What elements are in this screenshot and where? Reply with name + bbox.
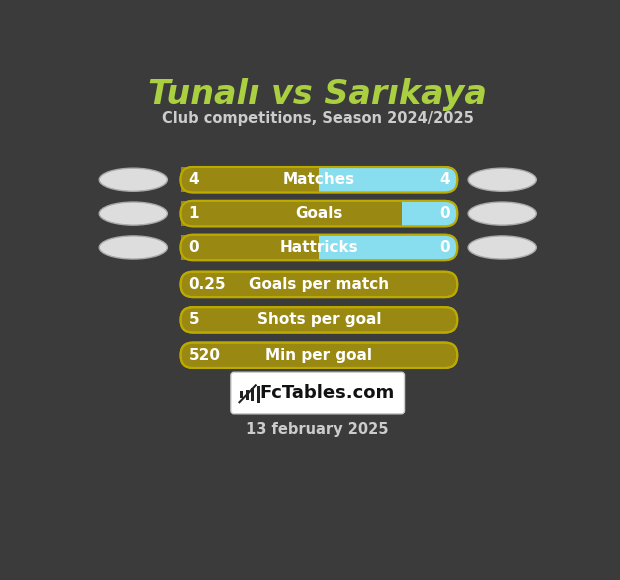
Text: 13 february 2025: 13 february 2025 (247, 422, 389, 437)
Ellipse shape (99, 202, 167, 225)
FancyBboxPatch shape (180, 235, 458, 260)
Text: 0: 0 (439, 206, 450, 221)
Ellipse shape (99, 236, 167, 259)
Text: Goals per match: Goals per match (249, 277, 389, 292)
Text: Min per goal: Min per goal (265, 348, 373, 362)
Bar (241, 392, 243, 398)
Text: 0.25: 0.25 (188, 277, 226, 292)
Text: 0: 0 (439, 240, 450, 255)
Bar (319, 167, 333, 193)
Bar (180, 201, 402, 226)
Bar (257, 386, 260, 403)
Bar (402, 201, 416, 226)
FancyBboxPatch shape (180, 235, 331, 260)
Bar (180, 235, 319, 260)
Ellipse shape (468, 168, 536, 191)
FancyBboxPatch shape (180, 167, 458, 193)
FancyBboxPatch shape (180, 307, 458, 332)
Ellipse shape (468, 202, 536, 225)
Text: 4: 4 (188, 172, 199, 187)
FancyBboxPatch shape (180, 235, 458, 260)
Text: 520: 520 (188, 348, 220, 362)
FancyBboxPatch shape (180, 201, 458, 226)
FancyBboxPatch shape (180, 167, 458, 193)
Text: 5: 5 (188, 313, 199, 327)
Text: 1: 1 (188, 206, 199, 221)
Text: FcTables.com: FcTables.com (259, 384, 395, 402)
Text: Club competitions, Season 2024/2025: Club competitions, Season 2024/2025 (162, 111, 474, 126)
Ellipse shape (468, 236, 536, 259)
Text: Goals: Goals (295, 206, 343, 221)
FancyBboxPatch shape (180, 343, 458, 368)
FancyBboxPatch shape (180, 201, 458, 226)
FancyBboxPatch shape (180, 201, 414, 226)
Text: Shots per goal: Shots per goal (257, 313, 381, 327)
Bar (251, 387, 254, 401)
Bar (246, 390, 249, 400)
FancyBboxPatch shape (231, 372, 404, 414)
Text: Matches: Matches (283, 172, 355, 187)
FancyBboxPatch shape (180, 271, 458, 297)
Ellipse shape (99, 168, 167, 191)
Bar (180, 167, 319, 193)
Text: 4: 4 (439, 172, 450, 187)
FancyBboxPatch shape (180, 167, 331, 193)
Text: Hattricks: Hattricks (280, 240, 358, 255)
Text: 0: 0 (188, 240, 199, 255)
Bar (319, 235, 333, 260)
Text: Tunalı vs Sarıkaya: Tunalı vs Sarıkaya (148, 78, 487, 111)
